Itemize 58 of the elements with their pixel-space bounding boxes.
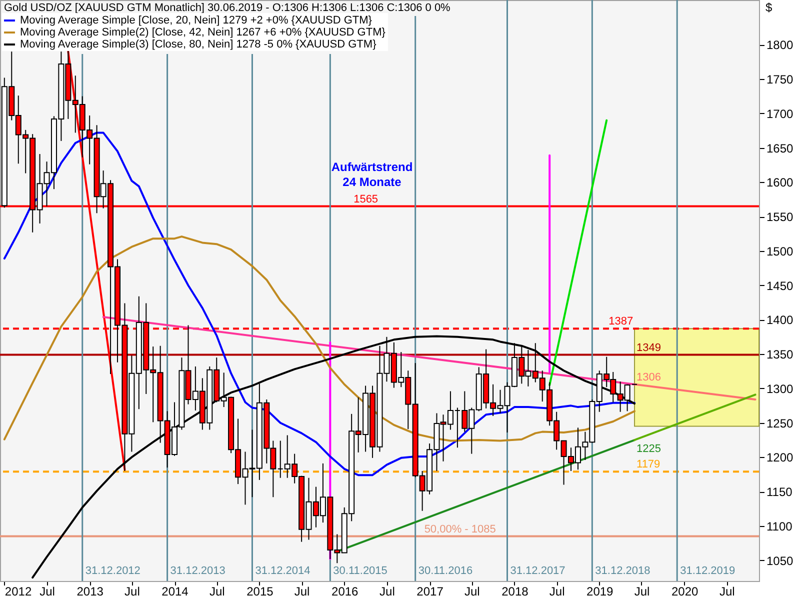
ref-line-label: 31.12.2019 <box>680 565 736 577</box>
y-tick-label: 1700 <box>766 106 794 121</box>
x-tick-label: 2018 <box>502 584 529 598</box>
x-tick-label: Jul <box>40 584 55 598</box>
y-tick-label: 1500 <box>766 244 794 258</box>
line-series <box>3 132 636 476</box>
x-tick-label: 2013 <box>76 584 104 598</box>
x-tick-label: Jul <box>124 584 140 598</box>
y-tick-label: 1350 <box>766 348 794 362</box>
annotation: 24 Monate <box>342 175 402 189</box>
x-tick-label: 2016 <box>332 584 359 598</box>
y-tick-label: 1300 <box>766 382 794 396</box>
x-tick-label: 2020 <box>671 584 698 598</box>
ref-line-label: 31.12.2013 <box>170 565 226 577</box>
x-tick-label: 2012 <box>4 584 32 598</box>
x-tick-label: 2019 <box>586 584 614 598</box>
annotation: 1349 <box>636 342 661 354</box>
ref-line-label: 31.12.2014 <box>255 565 310 577</box>
annotation: 1387 <box>608 316 634 328</box>
x-tick-label: Jul <box>209 584 225 598</box>
y-tick-label: 1400 <box>766 313 794 328</box>
y-tick-label: 1450 <box>766 278 794 293</box>
ref-line-label: 31.12.2012 <box>85 565 140 577</box>
ref-line-label: 30.11.2016 <box>418 565 473 577</box>
legend-label: Moving Average Simple(2) [Close, 42, Nein] 1267 +6 +0% {XAUUSD GTM} <box>20 26 386 38</box>
chart-title: Gold USD/OZ [XAUUSD GTM Monatlich] 30.06.2019 - O:1306 H:1306 L:1306 C:1306 0 0% <box>4 2 451 14</box>
annotation: 1306 <box>636 371 661 384</box>
x-tick-label: 2017 <box>416 584 444 598</box>
y-tick-label: 1100 <box>766 519 793 534</box>
legend-label: Moving Average Simple(3) [Close, 80, Nein] 1278 -5 0% {XAUUSD GTM} <box>20 38 377 50</box>
y-tick-label: 1200 <box>766 450 794 465</box>
x-tick-label: Jul <box>294 584 310 598</box>
y-tick-label: 1600 <box>766 176 794 190</box>
annotation: 1565 <box>354 193 378 206</box>
y-tick-label: 1150 <box>766 485 793 500</box>
y-tick-label: 1050 <box>766 554 794 568</box>
x-tick-label: Jul <box>719 584 735 598</box>
y-tick-label: 1550 <box>766 210 794 224</box>
y-tick-label: 1650 <box>766 141 794 156</box>
ref-line-label: 31.12.2017 <box>510 565 566 577</box>
y-tick-label: 1800 <box>766 38 794 52</box>
x-tick-label: Jul <box>549 584 565 598</box>
annotation: 1179 <box>636 458 660 471</box>
line-series <box>3 236 636 442</box>
ref-line-label: 31.12.2018 <box>595 565 650 577</box>
x-tick-label: Jul <box>380 584 395 598</box>
y-axis-title: $ <box>766 0 772 14</box>
x-tick-label: Jul <box>634 584 650 598</box>
legend-label: Moving Average Simple [Close, 20, Nein] 1279 +2 +0% {XAUUSD GTM} <box>20 14 372 26</box>
annotation: Aufwärtstrend <box>331 160 413 174</box>
y-tick-label: 1750 <box>766 72 794 87</box>
annotation: 1225 <box>636 443 661 456</box>
y-tick-label: 1250 <box>766 416 794 430</box>
x-tick-label: Jul <box>464 584 480 598</box>
x-tick-label: 2015 <box>246 584 274 598</box>
x-tick-label: 2014 <box>162 584 189 598</box>
annotation: 50,00% - 1085 <box>424 523 496 536</box>
ref-line-label: 30.11.2015 <box>333 565 388 577</box>
